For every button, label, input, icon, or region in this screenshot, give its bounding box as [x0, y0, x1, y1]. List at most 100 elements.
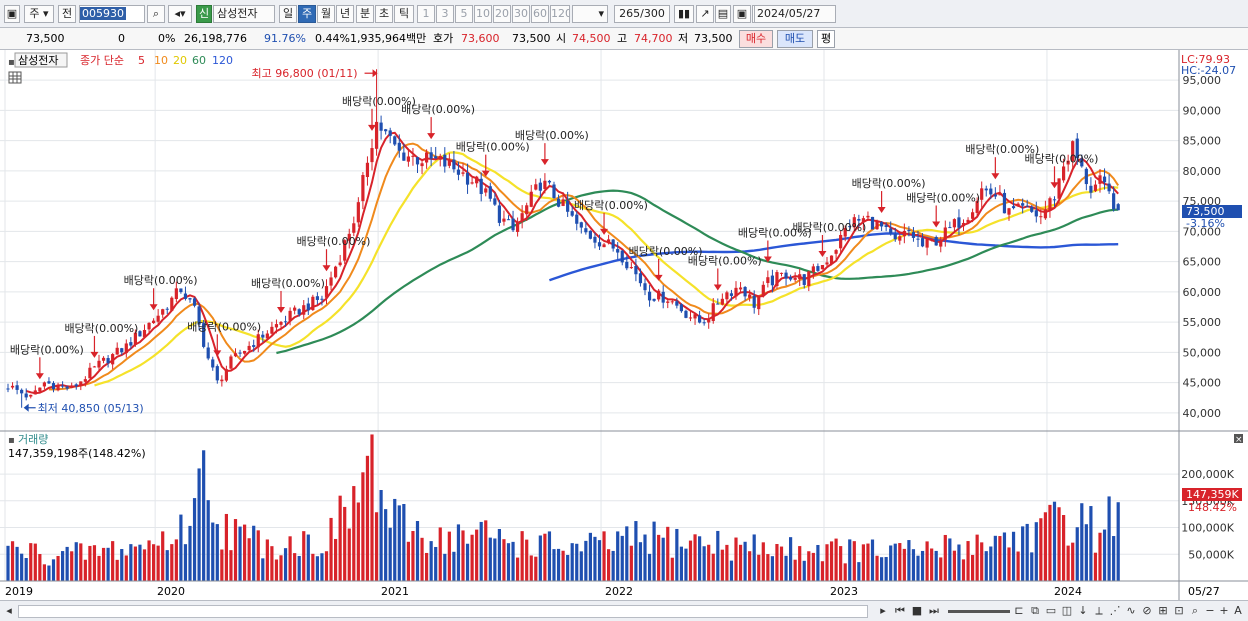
multiplier-30[interactable]: 30 — [512, 5, 530, 23]
buy-button[interactable]: 매수 — [739, 30, 773, 48]
candle-body — [47, 381, 51, 384]
stock-name-field[interactable]: 삼성전자 — [213, 5, 275, 23]
volume-bar — [525, 539, 529, 581]
multiplier-3[interactable]: 3 — [436, 5, 454, 23]
candle-type-icon[interactable]: ▮▮ — [674, 5, 694, 23]
volume-bar — [511, 541, 515, 581]
candle-body — [188, 298, 192, 300]
search-icon[interactable]: ⌕ — [147, 5, 165, 23]
zoom-in-icon[interactable]: + — [1219, 604, 1229, 617]
volume-bar — [106, 547, 110, 581]
volume-bar — [6, 545, 10, 581]
ma60-line — [276, 189, 1119, 355]
link-icon[interactable]: ⊘ — [1142, 604, 1152, 617]
candle-body — [516, 222, 520, 232]
arrow-down-icon[interactable]: ↓ — [1078, 604, 1088, 617]
volume-bar — [679, 546, 683, 581]
magnifier-icon[interactable]: ⌕ — [1191, 604, 1199, 617]
volume-title: 거래량 — [18, 433, 48, 446]
multiplier-120[interactable]: 120 — [550, 5, 570, 23]
volume-bar — [438, 527, 442, 581]
timeframe-tick[interactable]: 틱 — [394, 5, 414, 23]
dividend-arrow-head — [427, 133, 436, 140]
window-menu-icon[interactable]: ▣ — [4, 5, 20, 23]
date-field[interactable]: 2024/05/27 — [754, 5, 836, 23]
bar-count-field[interactable]: 265/300 — [614, 5, 670, 23]
timeframe-week[interactable]: 주 — [298, 5, 316, 23]
volume-bar — [998, 536, 1002, 581]
volume-bar — [980, 542, 984, 581]
timeframe-second[interactable]: 초 — [375, 5, 393, 23]
timeframe-day[interactable]: 일 — [279, 5, 297, 23]
zoom-handle-icon[interactable]: ⊏ — [1014, 604, 1024, 617]
timeframe-year[interactable]: 년 — [336, 5, 354, 23]
candle-body — [579, 222, 583, 228]
volume-bar — [784, 555, 788, 581]
trend-icon[interactable]: ⋰ — [1109, 604, 1121, 617]
sound-icon[interactable]: ◂▾ — [168, 5, 192, 23]
volume-bar — [506, 543, 511, 581]
volume-bar — [657, 534, 661, 581]
ruler-icon[interactable]: ⟂ — [1095, 604, 1103, 617]
window-tile-icon[interactable]: ⧉ — [1031, 604, 1039, 617]
scroll-left-icon[interactable]: ◂ — [6, 604, 12, 617]
sell-button[interactable]: 매도 — [777, 30, 813, 48]
volume-bar — [452, 551, 456, 581]
scroll-right-icon[interactable]: ▸ — [880, 604, 886, 617]
volume-bar — [152, 544, 156, 581]
data-table-icon[interactable] — [8, 71, 22, 84]
drawing-tool-icon[interactable]: ↗ — [696, 5, 714, 23]
volume-panel-close-icon[interactable] — [1234, 434, 1243, 443]
price-tick-label: 75,000 — [1183, 195, 1222, 208]
first-bar-icon[interactable]: ⏮ — [895, 604, 905, 617]
candle-body — [56, 384, 60, 391]
wave-icon[interactable]: ∿ — [1126, 604, 1136, 617]
volume-bar — [224, 513, 228, 581]
zoom-out-icon[interactable]: − — [1205, 604, 1215, 617]
multiplier-1[interactable]: 1 — [417, 5, 435, 23]
multiplier-custom-select[interactable]: ▾ — [572, 5, 608, 23]
candle-body — [415, 157, 420, 165]
candle-body — [338, 262, 342, 266]
quote-price: 73,500 — [26, 32, 65, 45]
candle-body — [961, 222, 966, 227]
dividend-label: 배당락(0.00%) — [342, 95, 416, 108]
last-bar-icon[interactable]: ⏭ — [929, 604, 939, 617]
layout-icon[interactable]: ▭ — [1045, 604, 1057, 617]
multiplier-5[interactable]: 5 — [455, 5, 473, 23]
period-type-button[interactable]: 전 — [58, 5, 76, 23]
candle-body — [893, 233, 897, 240]
volume-bar — [393, 498, 397, 581]
print-icon[interactable]: ▤ — [715, 5, 731, 23]
split-icon[interactable]: ◫ — [1061, 604, 1073, 617]
price-volume-chart[interactable]: 배당락(0.00%)배당락(0.00%)배당락(0.00%)배당락(0.00%)… — [0, 50, 1248, 600]
timeframe-minute[interactable]: 분 — [356, 5, 374, 23]
candle-body — [297, 309, 301, 315]
timeframe-month[interactable]: 월 — [317, 5, 335, 23]
volume-bar — [29, 543, 33, 581]
candle-body — [852, 217, 856, 228]
volume-bar — [534, 556, 538, 581]
save-icon[interactable]: ▣ — [733, 5, 751, 23]
stock-code-input[interactable]: 005930 — [79, 5, 145, 23]
multiplier-10[interactable]: 10 — [474, 5, 492, 23]
candle-body — [506, 219, 511, 221]
horizontal-scrollbar[interactable] — [18, 605, 868, 618]
lock-icon[interactable]: ⊡ — [1174, 604, 1184, 617]
current-volume-pct: 148.42% — [1188, 501, 1237, 514]
stop-icon[interactable]: ■ — [911, 604, 923, 617]
multiplier-20[interactable]: 20 — [493, 5, 511, 23]
font-size-icon[interactable]: A — [1234, 604, 1242, 617]
volume-bar — [465, 543, 470, 581]
market-select[interactable]: 주 ▾ — [24, 5, 54, 23]
evaluation-button[interactable]: 평 — [817, 30, 835, 48]
price-tick-label: 65,000 — [1183, 256, 1222, 269]
zoom-slider[interactable] — [948, 610, 1010, 613]
multiplier-60[interactable]: 60 — [531, 5, 549, 23]
candle-body — [761, 284, 765, 296]
ma10-line — [48, 142, 1120, 391]
volume-bar — [607, 549, 611, 581]
stock-name-legend-box[interactable] — [14, 52, 68, 68]
settings-grid-icon[interactable]: ⊞ — [1158, 604, 1168, 617]
candle-body — [1102, 176, 1107, 183]
